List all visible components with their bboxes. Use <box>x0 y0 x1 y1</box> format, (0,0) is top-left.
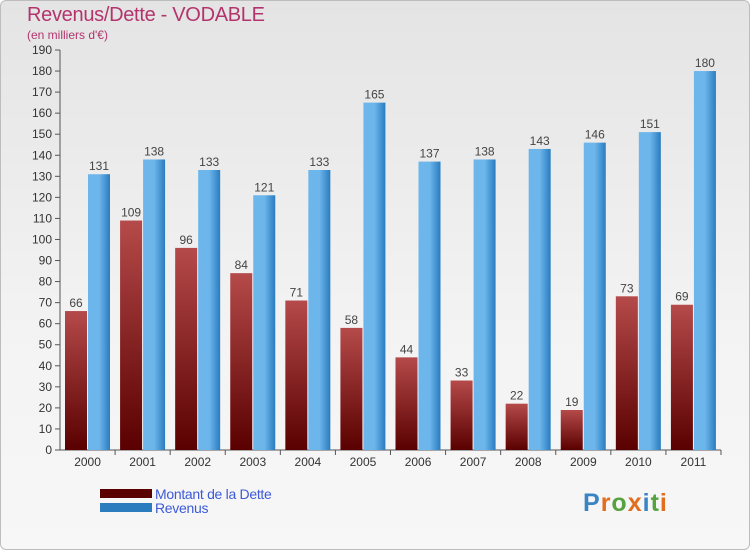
y-tick-label: 0 <box>45 443 52 457</box>
bar-dette <box>65 311 87 450</box>
legend-swatch-revenus <box>100 503 152 512</box>
data-label-revenus: 137 <box>419 147 439 161</box>
data-label-revenus: 133 <box>309 155 329 169</box>
data-label-dette: 73 <box>620 281 634 295</box>
bar-revenus <box>693 71 716 450</box>
data-label-dette: 84 <box>235 258 249 272</box>
x-tick-label: 2002 <box>184 455 211 469</box>
y-tick-label: 50 <box>39 338 53 352</box>
x-tick-label: 2005 <box>350 455 377 469</box>
bar-revenus <box>308 170 331 450</box>
x-tick-label: 2004 <box>295 455 322 469</box>
y-tick-label: 20 <box>39 401 53 415</box>
bar-revenus <box>583 142 606 450</box>
data-label-revenus: 138 <box>475 144 495 158</box>
data-label-dette: 19 <box>565 395 579 409</box>
bar-dette <box>615 296 638 450</box>
x-tick-label: 2003 <box>239 455 266 469</box>
bar-revenus <box>418 161 441 450</box>
bar-dette <box>505 403 528 450</box>
y-tick-label: 180 <box>32 64 52 78</box>
bar-revenus <box>143 159 166 450</box>
bar-dette <box>395 357 418 450</box>
data-label-dette: 96 <box>179 233 193 247</box>
y-tick-label: 120 <box>32 190 52 204</box>
chart-title: Revenus/Dette - VODABLE <box>27 4 265 26</box>
data-label-revenus: 138 <box>144 144 164 158</box>
data-label-revenus: 131 <box>89 159 109 173</box>
bar-dette <box>175 247 198 450</box>
bar-dette <box>450 380 473 450</box>
x-tick-label: 2007 <box>460 455 487 469</box>
chart-subtitle: (en milliers d'€) <box>27 28 108 42</box>
bar-revenus <box>198 170 221 450</box>
bar-revenus <box>88 174 110 451</box>
bar-dette <box>120 220 143 450</box>
data-label-dette: 22 <box>510 389 524 403</box>
data-label-dette: 33 <box>455 366 469 380</box>
y-tick-label: 90 <box>39 254 53 268</box>
bar-revenus <box>638 132 661 450</box>
bar-dette <box>340 327 363 450</box>
y-tick-label: 30 <box>39 380 53 394</box>
data-label-dette: 71 <box>290 286 304 300</box>
data-label-revenus: 143 <box>530 134 550 148</box>
y-tick-label: 170 <box>32 85 52 99</box>
data-label-dette: 66 <box>69 296 83 310</box>
data-label-dette: 69 <box>675 290 689 304</box>
x-tick-label: 2000 <box>74 455 101 469</box>
data-label-dette: 58 <box>345 313 359 327</box>
x-tick-label: 2006 <box>405 455 432 469</box>
bar-dette <box>230 273 253 450</box>
y-tick-label: 60 <box>39 317 53 331</box>
legend-label-revenus: Revenus <box>155 500 209 516</box>
data-label-revenus: 151 <box>640 117 660 131</box>
y-tick-label: 100 <box>32 232 52 246</box>
data-label-revenus: 180 <box>695 56 715 70</box>
y-tick-label: 160 <box>32 106 52 120</box>
y-tick-label: 130 <box>32 169 52 183</box>
data-label-revenus: 165 <box>364 88 384 102</box>
y-tick-label: 80 <box>39 275 53 289</box>
bar-dette <box>670 304 693 450</box>
data-label-dette: 44 <box>400 342 414 356</box>
x-tick-label: 2008 <box>515 455 542 469</box>
data-label-revenus: 121 <box>254 180 274 194</box>
bar-dette <box>560 410 583 450</box>
y-tick-label: 140 <box>32 148 52 162</box>
data-label-revenus: 146 <box>585 128 605 142</box>
bar-revenus <box>253 195 276 450</box>
bar-revenus <box>363 102 386 450</box>
x-tick-label: 2010 <box>625 455 652 469</box>
x-tick-label: 2009 <box>570 455 597 469</box>
data-label-revenus: 133 <box>199 155 219 169</box>
legend-label-dette: Montant de la Dette <box>155 486 272 502</box>
y-tick-label: 70 <box>39 296 53 310</box>
proxiti-logo: Proxiti <box>583 489 668 517</box>
y-tick-label: 40 <box>39 359 53 373</box>
y-tick-label: 110 <box>33 211 52 225</box>
bar-dette <box>285 300 308 450</box>
x-tick-label: 2011 <box>681 455 707 469</box>
data-label-dette: 109 <box>121 206 141 220</box>
y-tick-label: 150 <box>32 127 52 141</box>
bar-revenus <box>473 159 496 450</box>
legend-swatch-dette <box>100 489 152 498</box>
x-tick-label: 2001 <box>129 455 156 469</box>
y-tick-label: 190 <box>32 43 52 57</box>
bar-revenus <box>528 148 551 450</box>
y-tick-label: 10 <box>39 422 53 436</box>
